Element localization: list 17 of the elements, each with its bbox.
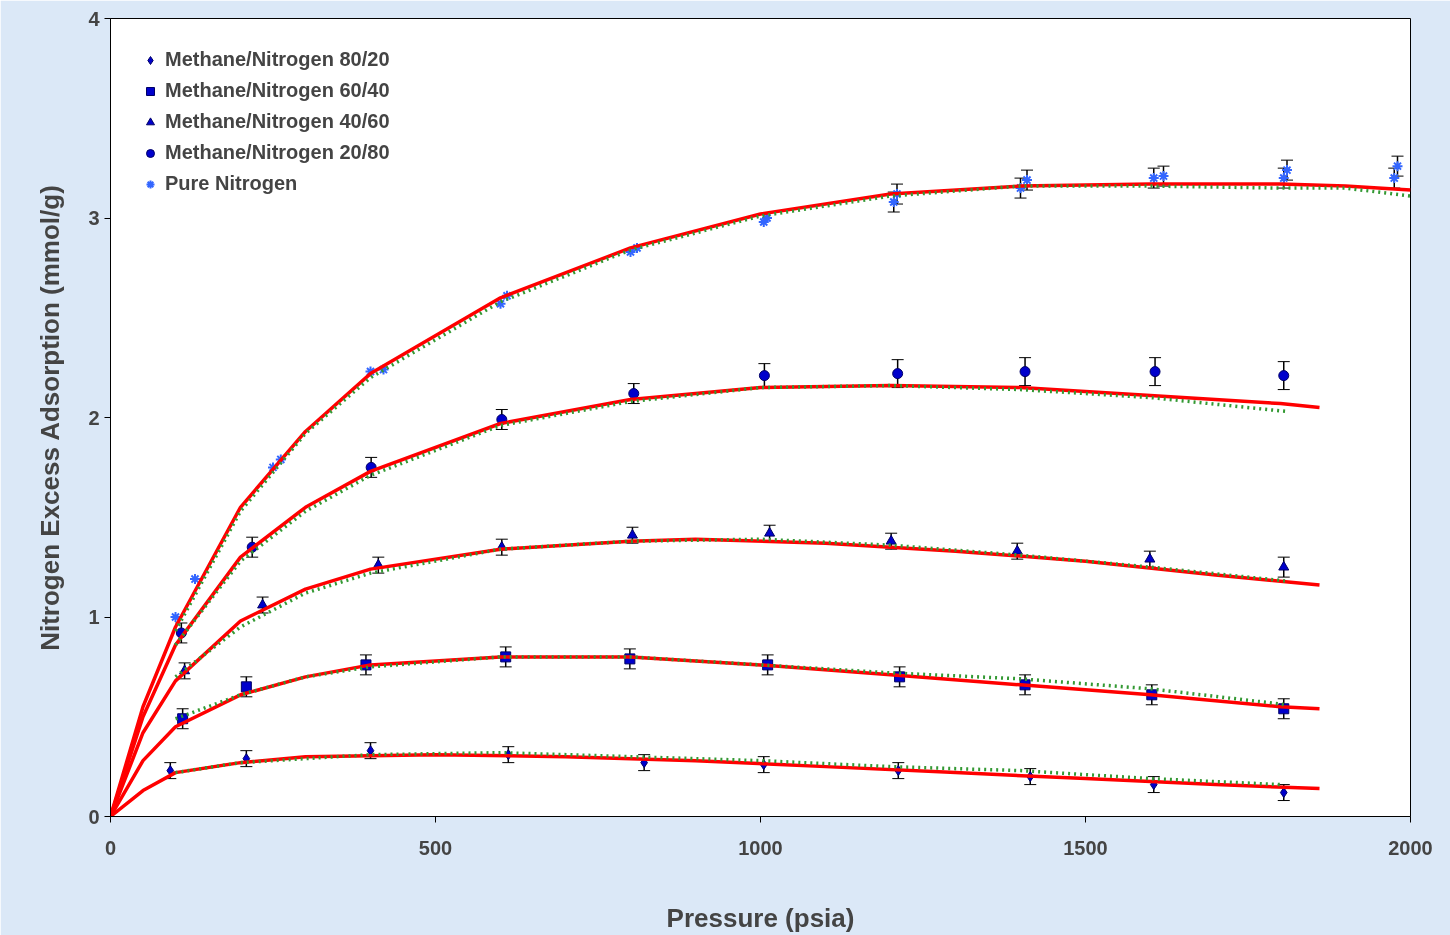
legend-label: Pure Nitrogen bbox=[165, 172, 298, 195]
x-tick-label: 500 bbox=[418, 836, 453, 859]
legend-label: Methane/Nitrogen 80/20 bbox=[165, 48, 390, 71]
y-axis-title: Nitrogen Excess Adsorption (mmol/g) bbox=[35, 185, 66, 651]
legend-label: Methane/Nitrogen 20/80 bbox=[165, 141, 390, 164]
legend-label: Methane/Nitrogen 60/40 bbox=[165, 79, 390, 102]
legend-label: Methane/Nitrogen 40/60 bbox=[165, 110, 390, 133]
y-tick-label: 4 bbox=[88, 7, 101, 30]
y-tick-label: 2 bbox=[88, 406, 100, 429]
x-tick-label: 0 bbox=[104, 836, 117, 859]
y-tick-label: 3 bbox=[88, 207, 100, 229]
y-tick-label: 1 bbox=[88, 606, 100, 628]
x-axis-title: Pressure (psia) bbox=[666, 902, 855, 933]
y-tick-label: 0 bbox=[88, 805, 100, 828]
x-tick-label: 1000 bbox=[738, 836, 783, 859]
x-tick-label: 2000 bbox=[1388, 836, 1433, 859]
x-tick-label: 1500 bbox=[1063, 836, 1108, 859]
